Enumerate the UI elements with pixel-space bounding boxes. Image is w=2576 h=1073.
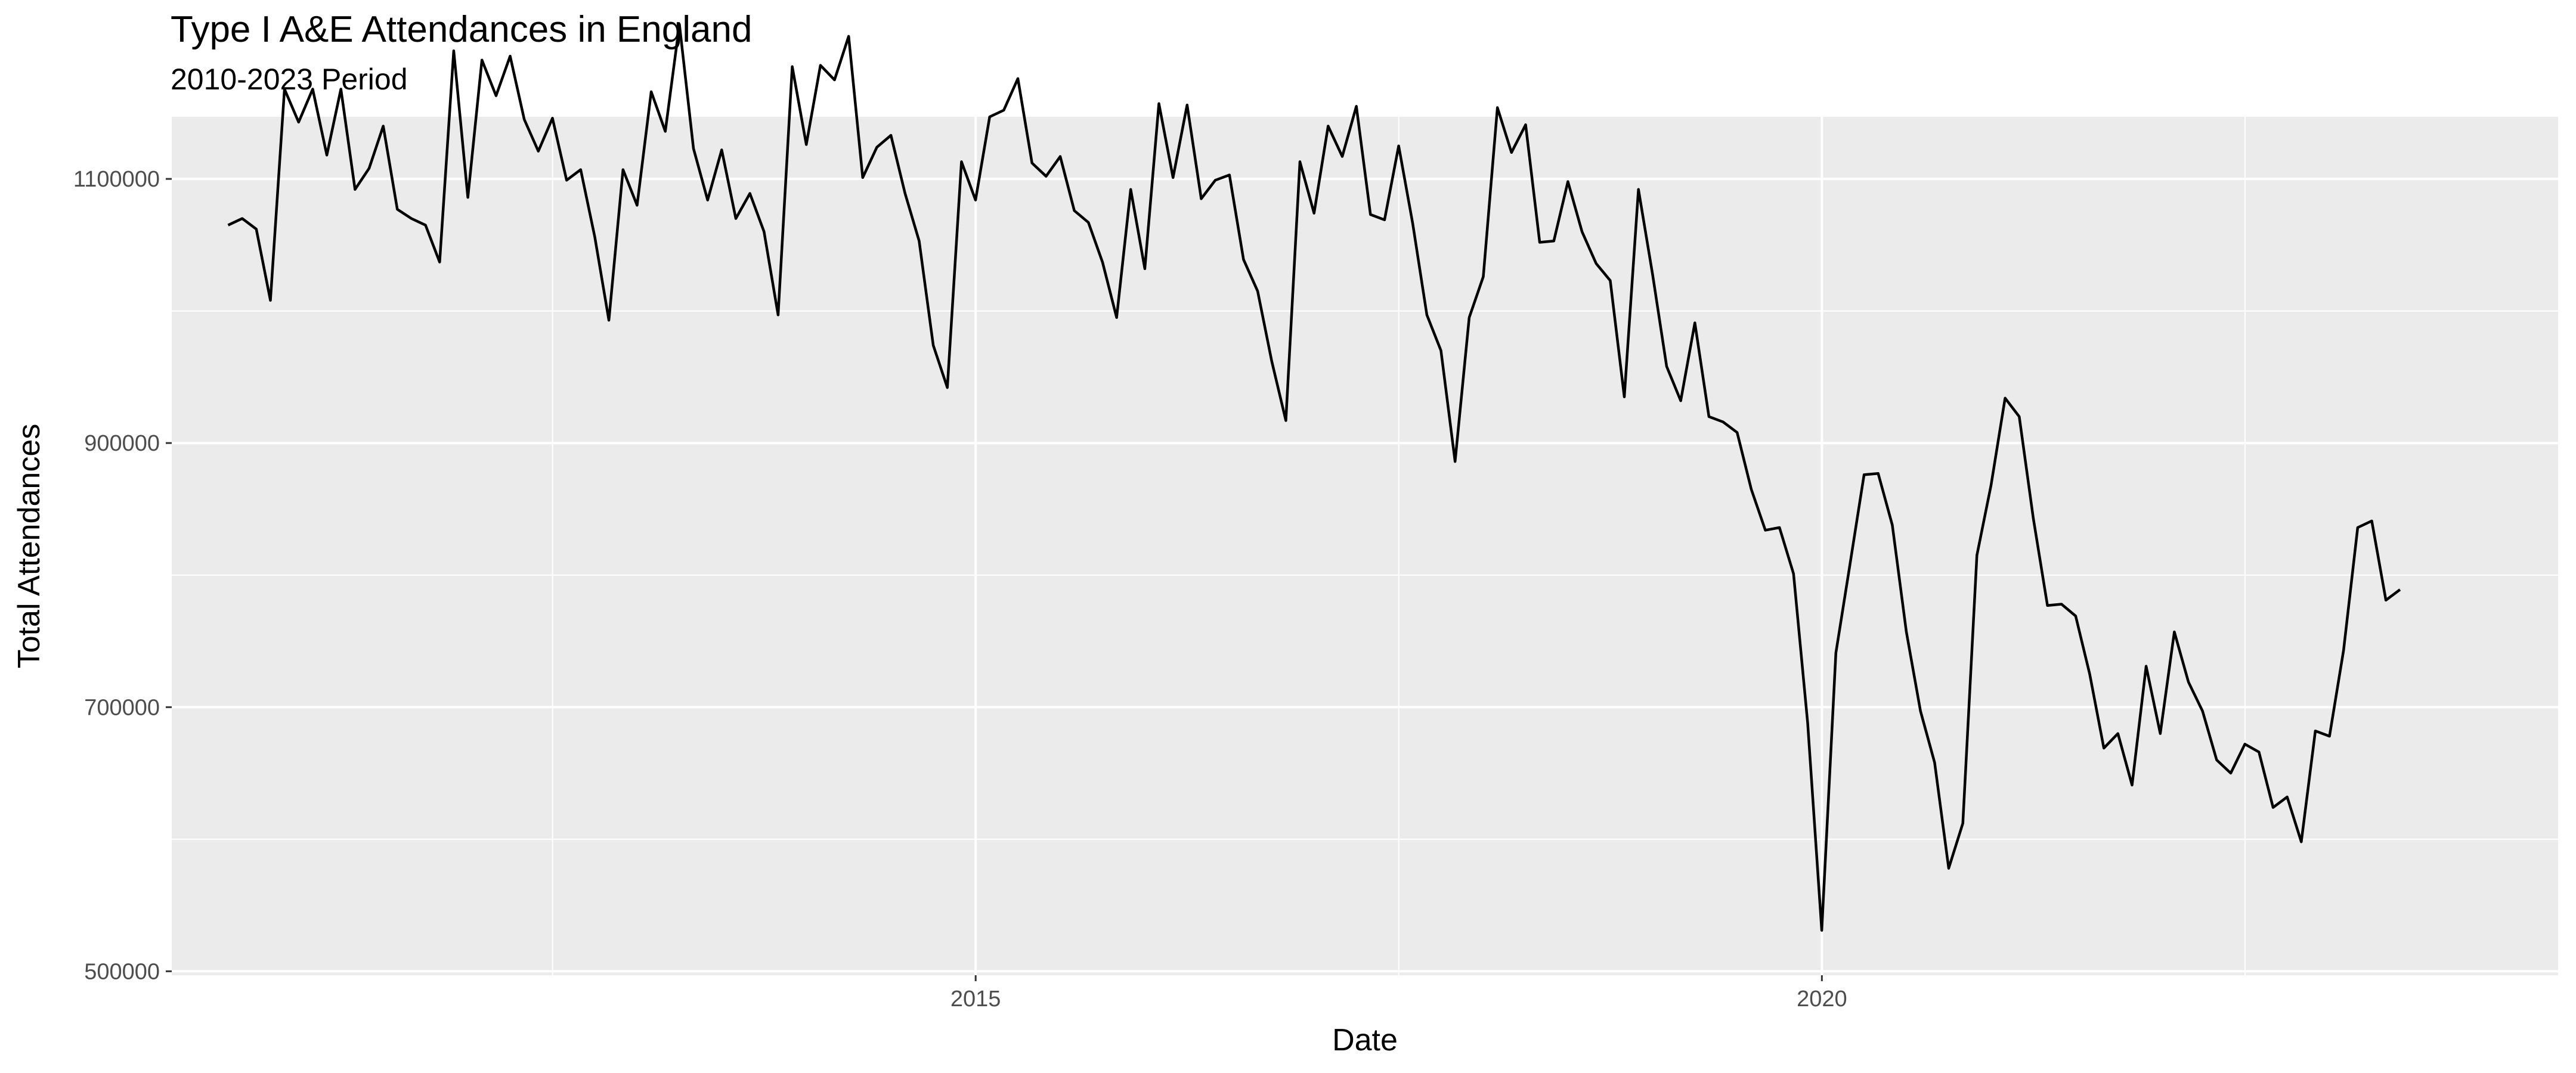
y-axis-title: Total Attendances <box>12 424 47 669</box>
x-axis-title: Date <box>1332 1023 1398 1058</box>
series-line <box>227 23 2401 932</box>
x-axis: 2015 2020 <box>950 975 1847 1012</box>
y-tick-label: 700000 <box>84 695 160 720</box>
minor-gridlines <box>172 117 2558 975</box>
chart-title: Type I A&E Attendances in England <box>171 9 753 50</box>
y-tick-label: 1100000 <box>73 167 160 192</box>
x-tick-label: 2015 <box>950 987 1001 1012</box>
y-tick-label: 900000 <box>84 431 160 456</box>
x-tick-label: 2020 <box>1797 987 1847 1012</box>
chart-subtitle: 2010-2023 Period <box>171 63 408 96</box>
y-axis: 500000 700000 900000 1100000 <box>73 167 172 984</box>
y-tick-label: 500000 <box>84 959 160 984</box>
plot-panel <box>172 117 2558 975</box>
